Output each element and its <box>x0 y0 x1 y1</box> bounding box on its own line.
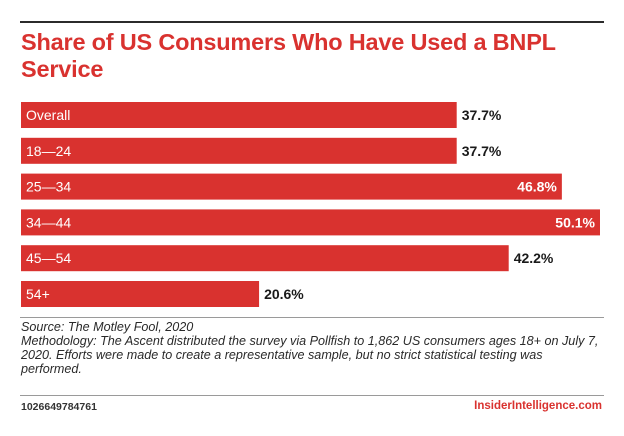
source-divider <box>20 317 604 318</box>
category-label-1: 18—24 <box>26 143 71 159</box>
footer-divider <box>20 395 604 396</box>
brand-link[interactable]: InsiderIntelligence.com <box>474 400 602 412</box>
bar-1 <box>21 137 457 164</box>
value-label-5: 20.6% <box>264 286 304 302</box>
chart-id: 1026649784761 <box>21 401 97 413</box>
chart-title: Share of US Consumers Who Have Used a BN… <box>21 29 556 82</box>
category-label-4: 45—54 <box>26 250 71 266</box>
value-label-4: 42.2% <box>514 250 554 266</box>
value-label-3: 50.1% <box>555 214 595 230</box>
source-text: Source: The Motley Fool, 2020 <box>21 320 194 334</box>
bar-0 <box>21 102 457 128</box>
category-label-3: 34—44 <box>26 214 71 230</box>
source-note: Source: The Motley Fool, 2020 Methodolog… <box>21 320 601 376</box>
bar-4 <box>21 245 509 272</box>
bar-2 <box>21 173 562 200</box>
methodology-text: Methodology: The Ascent distributed the … <box>21 334 599 376</box>
value-label-2: 46.8% <box>517 179 557 195</box>
value-label-0: 37.7% <box>462 107 502 123</box>
category-label-2: 25—34 <box>26 179 71 195</box>
category-label-5: 54+ <box>26 286 50 302</box>
category-label-0: Overall <box>26 107 70 123</box>
top-rule <box>20 21 604 23</box>
bar-5 <box>21 281 260 307</box>
bar-3 <box>21 209 600 236</box>
value-label-1: 37.7% <box>462 143 502 159</box>
